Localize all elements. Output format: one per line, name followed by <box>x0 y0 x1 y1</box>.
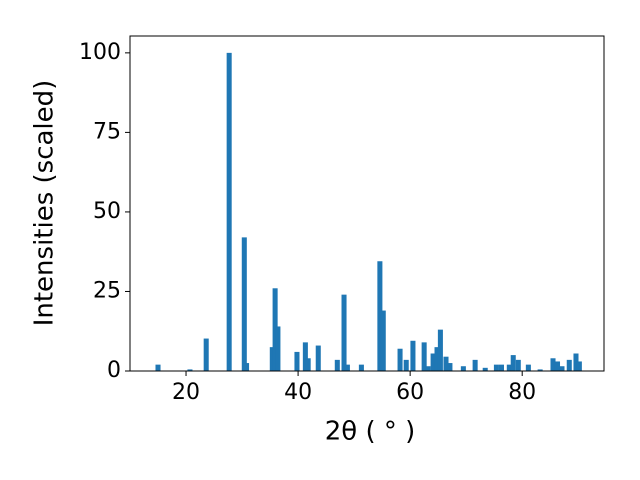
bar <box>482 367 488 371</box>
bar <box>576 361 582 371</box>
bar <box>506 364 512 371</box>
bar <box>380 310 386 371</box>
bar <box>269 347 275 371</box>
bar <box>241 237 247 371</box>
bar <box>302 342 308 371</box>
y-axis-label: Intensities (scaled) <box>30 80 60 327</box>
bar <box>447 363 453 371</box>
bar <box>566 359 572 371</box>
bar <box>294 351 300 371</box>
bar <box>443 356 449 371</box>
bar <box>537 369 543 371</box>
bar <box>305 358 311 371</box>
bar <box>334 359 340 371</box>
y-tick-label: 50 <box>93 199 121 224</box>
bar <box>226 52 232 371</box>
x-tick-label: 40 <box>284 380 312 405</box>
bar <box>187 369 193 371</box>
bar <box>510 355 516 371</box>
bar <box>425 366 431 371</box>
bar <box>377 261 383 371</box>
bar <box>421 342 427 371</box>
bar <box>430 353 436 371</box>
bar <box>341 294 347 371</box>
x-tick-label: 60 <box>396 380 424 405</box>
bar <box>434 347 440 371</box>
bar <box>272 288 278 371</box>
bar <box>203 338 209 371</box>
bar <box>472 359 478 371</box>
bar <box>550 358 556 371</box>
bar <box>410 340 416 371</box>
bar <box>493 364 499 371</box>
x-axis-label: 2θ ( ° ) <box>325 417 416 447</box>
bar <box>403 359 409 371</box>
bar <box>515 359 521 371</box>
bar <box>244 363 250 371</box>
bar <box>573 353 579 371</box>
plot-frame <box>129 35 605 372</box>
bar <box>525 364 531 371</box>
y-tick-label: 75 <box>93 119 121 144</box>
bar <box>498 364 504 371</box>
bar <box>437 329 443 371</box>
x-tick-label: 20 <box>172 380 200 405</box>
bar <box>554 361 561 371</box>
y-tick-label: 100 <box>79 40 121 65</box>
x-tick-label: 80 <box>508 380 536 405</box>
bar <box>315 345 321 371</box>
bar <box>397 348 403 371</box>
bar <box>358 364 364 371</box>
bar <box>344 364 350 371</box>
bar <box>275 326 281 371</box>
bar <box>155 364 161 371</box>
y-tick-label: 0 <box>107 358 121 383</box>
bar <box>559 366 565 371</box>
bar <box>460 366 466 371</box>
y-tick-label: 25 <box>93 278 121 303</box>
